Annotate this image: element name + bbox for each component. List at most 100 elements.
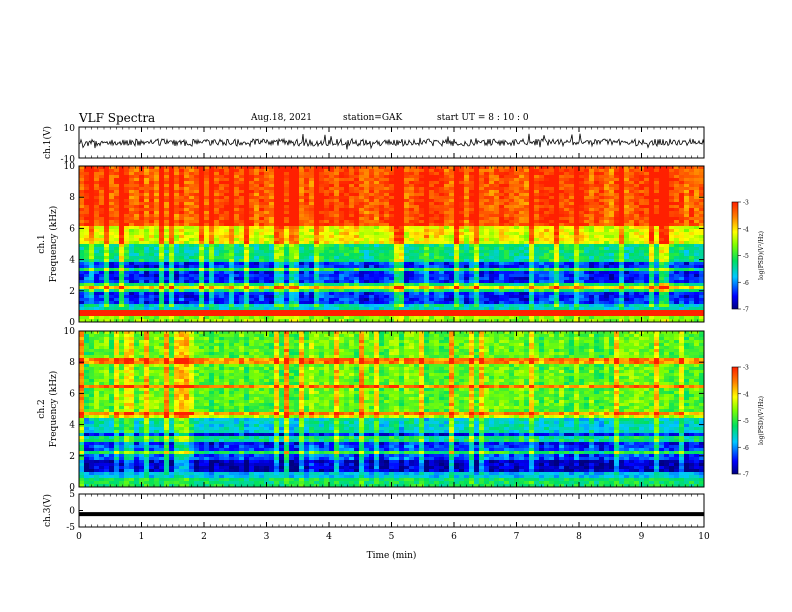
ch1-spectrogram-cell: [164, 232, 169, 235]
ch1-spectrogram-cell: [319, 241, 324, 244]
ch1-spectrogram-cell: [149, 217, 154, 220]
ch1-spectrogram-cell: [264, 271, 269, 274]
ch1-spectrogram-cell: [594, 193, 599, 196]
ch1-spectrogram-cell: [609, 223, 614, 226]
ch1-spectrogram-cell: [624, 190, 629, 193]
ch1-spectrogram-cell: [599, 196, 604, 199]
ch1-spectrogram-cell: [354, 223, 359, 226]
ch1-spectrogram-cell: [649, 217, 669, 220]
ch1-spectrogram-cell: [569, 178, 574, 181]
ch1-spectrogram-cell: [324, 244, 329, 247]
ch1-spectrogram-cell: [364, 187, 369, 190]
ch1-spectrogram-cell: [614, 277, 619, 280]
ch1-spectrogram-cell: [84, 223, 94, 226]
ch1-spectrogram-cell: [514, 211, 519, 214]
ch1-spectrogram-cell: [439, 271, 444, 274]
ch1-spectrogram-cell: [164, 175, 169, 178]
ch1-spectrogram-cell: [369, 229, 374, 232]
ch1-spectrogram-cell: [399, 232, 404, 235]
ch1-spectrogram-cell: [224, 193, 234, 196]
ch1-spectrogram-cell: [609, 211, 614, 214]
ch1-spectrogram-cell: [409, 244, 414, 247]
ch1-spectrogram-cell: [654, 193, 659, 196]
ch1-spectrogram-cell: [674, 175, 679, 178]
ch1-spectrogram-cell: [649, 184, 654, 187]
ch1-spectrogram-cell: [514, 241, 519, 244]
ch1-spectrogram-cell: [84, 262, 89, 265]
ch1-spectrogram-cell: [209, 172, 214, 175]
ch1-spectrogram-cell: [509, 184, 514, 187]
ch1-spectrogram-cell: [179, 262, 184, 265]
ch1-spectrogram-cell: [89, 277, 94, 280]
ch1-spectrogram-cell: [499, 166, 504, 169]
ch1-spectrogram-cell: [114, 193, 119, 196]
ch1-spectrogram-cell: [239, 271, 244, 274]
ch1-spectrogram-cell: [309, 244, 314, 247]
ch1-spectrogram-cell: [359, 238, 364, 241]
ch1-spectrogram-cell: [194, 250, 199, 253]
ch1-spectrogram-cell: [149, 232, 154, 235]
ch1-spectrogram-cell: [389, 175, 404, 178]
ch1-spectrogram-cell: [464, 178, 469, 181]
ch1-spectrogram-cell: [159, 172, 164, 175]
ch1-spectrogram-cell: [194, 226, 199, 229]
ch1-spectrogram-cell: [484, 187, 489, 190]
ch1-spectrogram-cell: [409, 259, 414, 262]
ch1-spectrogram-cell: [124, 217, 129, 220]
ch1-spectrogram-cell: [484, 202, 489, 205]
ch1-spectrogram-cell: [364, 178, 369, 181]
ch1-spectrogram-cell: [274, 271, 279, 274]
ch1-spectrogram-cell: [584, 196, 589, 199]
ch1-spectrogram-cell: [524, 190, 529, 193]
ch1-spectrogram-cell: [189, 274, 194, 277]
ch1-spectrogram-cell: [139, 211, 144, 214]
ch1-spectrogram-cell: [89, 259, 94, 262]
ch1-spectrogram-cell: [669, 181, 674, 184]
ch1-spectrogram-cell: [234, 259, 239, 262]
ch1-spectrogram-cell: [219, 187, 224, 190]
ch1-spectrogram-cell: [354, 205, 359, 208]
ch1-spectrogram-cell: [119, 271, 124, 274]
ch1-spectrogram-cell: [614, 223, 624, 226]
ch1-spectrogram-cell: [369, 223, 374, 226]
ch1-spectrogram-cell: [199, 166, 204, 169]
ch1-spectrogram-cell: [509, 247, 514, 250]
ch1-spectrogram-cell: [499, 271, 504, 274]
ch1-spectrogram-cell: [154, 169, 159, 172]
ch1-spectrogram-cell: [584, 244, 589, 247]
ch1-spectrogram-cell: [474, 259, 479, 262]
ch1-spectrogram-cell: [394, 190, 404, 193]
ch1-spectrogram-cell: [424, 268, 429, 271]
ch1-spectrogram-cell: [104, 220, 109, 223]
ch1-spectrogram-cell: [149, 205, 154, 208]
ch1-spectrogram-cell: [319, 250, 324, 253]
ch1-spectrogram-cell: [319, 238, 324, 241]
ch1-spectrogram-cell: [429, 172, 434, 175]
ch1-spectrogram-cell: [509, 172, 514, 175]
ch1-spectrogram-cell: [589, 193, 594, 196]
ch1-spectrogram-cell: [464, 277, 469, 280]
ch1-spectrogram-cell: [619, 184, 624, 187]
ch1-spectrogram-cell: [394, 262, 399, 265]
ch1-spectrogram-cell: [219, 280, 224, 283]
ch1-spectrogram-cell: [144, 223, 149, 226]
ch1-spectrogram-cell: [334, 178, 339, 181]
ch1-spectrogram-cell: [574, 166, 579, 169]
ch1-spectrogram-cell: [519, 220, 524, 223]
ch1-spectrogram-cell: [614, 217, 619, 220]
ch1-spectrogram-cell: [644, 208, 649, 211]
ch1-spectrogram-cell: [129, 283, 134, 286]
ch1-spectrogram-cell: [134, 283, 139, 286]
ch1-spectrogram-cell: [419, 226, 424, 229]
ch1-spectrogram-cell: [104, 286, 109, 289]
ch1-spectrogram-cell: [614, 172, 619, 175]
ch1-spectrogram-cell: [169, 178, 174, 181]
ch1-spectrogram-cell: [684, 256, 689, 259]
ch1-spectrogram-cell: [414, 271, 419, 274]
ch1-spectrogram-cell: [454, 253, 459, 256]
ch1-spectrogram-cell: [259, 193, 264, 196]
ch1-spectrogram-cell: [334, 181, 339, 184]
ch1-spectrogram-cell: [454, 277, 459, 280]
ch1-spectrogram-cell: [429, 283, 434, 286]
ch1-spectrogram-cell: [169, 265, 174, 268]
